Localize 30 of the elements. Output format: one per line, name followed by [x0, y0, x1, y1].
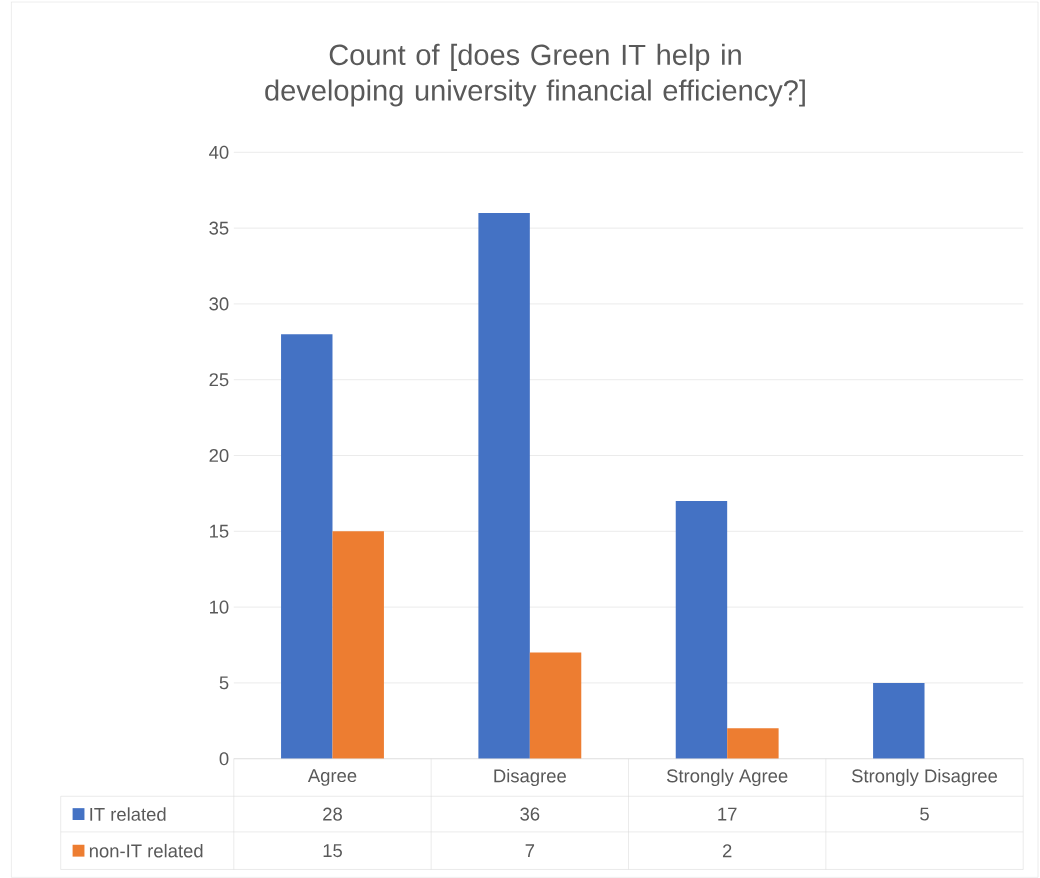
x-tick-label: Strongly Disagree — [851, 769, 998, 787]
bar — [281, 334, 333, 759]
y-tick-label: 10 — [210, 600, 229, 614]
legend-label: non-IT related — [89, 844, 203, 858]
y-tick-label: 30 — [209, 297, 229, 311]
chart-title: Count of [does Green IT help in developing university financial efficiency?] — [265, 43, 805, 107]
y-tick-label: 20 — [209, 449, 229, 463]
x-tick-label: Strongly Agree — [666, 769, 788, 787]
bar — [332, 531, 384, 759]
data-label: 28 — [323, 807, 342, 821]
data-label: 36 — [520, 807, 540, 821]
data-label: 17 — [718, 807, 737, 821]
data-label: 7 — [525, 844, 535, 858]
y-tick-label: 35 — [209, 221, 229, 235]
y-tick-label: 40 — [209, 145, 229, 160]
data-label: 5 — [920, 807, 929, 821]
y-tick-label: 15 — [210, 525, 229, 538]
data-label: 2 — [722, 844, 732, 858]
x-tick-label: Agree — [307, 769, 357, 786]
bar — [478, 213, 530, 759]
bar — [727, 728, 779, 759]
x-tick-label: Disagree — [494, 769, 566, 787]
bar — [873, 683, 925, 759]
data-label: 15 — [323, 844, 342, 858]
y-tick-label: 5 — [219, 676, 229, 690]
bar — [675, 501, 728, 759]
y-tick-label: 0 — [219, 752, 229, 766]
bar — [529, 652, 582, 759]
legend-label: IT related — [90, 807, 166, 822]
y-tick-label: 25 — [209, 373, 229, 387]
